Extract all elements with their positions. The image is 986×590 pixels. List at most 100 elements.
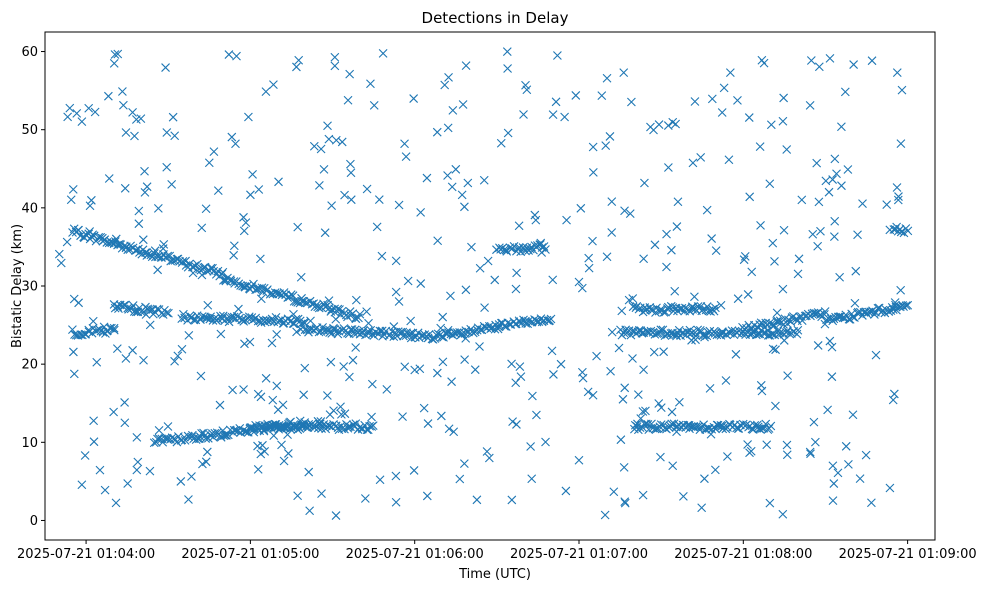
data-point xyxy=(95,465,105,475)
data-point xyxy=(607,228,617,237)
data-point xyxy=(232,51,241,61)
data-point xyxy=(409,94,419,103)
data-point xyxy=(779,225,789,235)
data-point xyxy=(809,417,819,427)
data-point xyxy=(548,275,558,285)
data-point xyxy=(721,376,731,385)
data-point xyxy=(346,168,356,178)
data-point xyxy=(467,242,476,252)
data-point xyxy=(330,61,340,71)
data-point xyxy=(574,277,584,287)
data-point xyxy=(699,420,709,430)
data-point xyxy=(793,269,803,279)
data-point xyxy=(170,356,179,366)
data-point xyxy=(662,262,671,272)
x-axis-ticks: 2025-07-21 01:04:00 2025-07-21 01:05:00 20… xyxy=(17,540,977,562)
data-point xyxy=(121,354,131,363)
data-point xyxy=(892,183,902,192)
data-point xyxy=(659,347,669,357)
data-point xyxy=(507,495,517,505)
data-point xyxy=(134,219,144,229)
data-point xyxy=(609,487,619,497)
data-point xyxy=(532,410,541,420)
data-point xyxy=(461,61,471,71)
data-point xyxy=(360,494,370,503)
data-point xyxy=(483,256,493,266)
data-point xyxy=(509,241,519,251)
data-point xyxy=(231,139,240,149)
data-point xyxy=(458,100,468,109)
data-point xyxy=(771,401,780,411)
data-point xyxy=(849,60,859,69)
data-point xyxy=(841,441,851,451)
data-point xyxy=(650,240,660,250)
data-point xyxy=(632,422,642,431)
data-point xyxy=(668,117,678,127)
data-point xyxy=(104,174,114,183)
data-point xyxy=(829,232,839,241)
data-point xyxy=(309,141,319,151)
data-point xyxy=(154,251,163,261)
data-point xyxy=(460,202,469,212)
data-point xyxy=(160,433,170,443)
data-point xyxy=(268,395,278,405)
data-point xyxy=(667,245,676,255)
data-point xyxy=(762,440,772,450)
data-point xyxy=(109,407,119,417)
data-point xyxy=(173,351,183,361)
data-point xyxy=(690,292,699,302)
data-point xyxy=(633,390,643,399)
x-axis-label: Time (UTC) xyxy=(458,567,531,582)
data-point xyxy=(406,333,416,343)
data-point xyxy=(690,97,700,106)
data-point xyxy=(805,447,815,457)
data-point xyxy=(124,304,133,314)
data-point xyxy=(747,267,757,277)
data-point xyxy=(196,315,205,325)
data-point xyxy=(109,58,119,68)
data-point xyxy=(806,449,815,459)
data-point xyxy=(264,422,274,432)
data-point xyxy=(238,315,248,324)
data-point xyxy=(77,480,87,490)
data-point xyxy=(391,256,401,266)
data-point xyxy=(641,406,650,416)
data-point xyxy=(249,279,258,289)
data-point xyxy=(351,343,361,352)
data-point xyxy=(177,344,187,354)
data-point xyxy=(805,101,815,110)
data-point xyxy=(176,477,186,486)
data-point xyxy=(306,316,315,326)
data-point xyxy=(366,79,375,89)
data-point xyxy=(89,416,99,426)
data-point xyxy=(112,344,122,353)
data-point xyxy=(227,132,237,142)
data-point xyxy=(515,362,525,371)
data-point xyxy=(378,49,388,58)
data-point xyxy=(246,190,255,200)
data-point xyxy=(894,192,903,201)
data-point xyxy=(461,334,471,343)
data-point xyxy=(365,421,375,431)
data-point xyxy=(717,108,727,117)
data-point xyxy=(269,80,278,89)
data-point xyxy=(451,164,461,174)
data-point xyxy=(700,474,709,484)
data-point xyxy=(184,330,194,340)
data-point xyxy=(331,511,341,520)
data-point xyxy=(261,87,271,97)
data-point xyxy=(85,201,95,211)
data-point xyxy=(696,152,706,162)
data-point xyxy=(261,373,271,383)
data-point xyxy=(815,310,825,319)
data-point xyxy=(574,455,584,465)
data-point xyxy=(299,390,309,400)
data-point xyxy=(536,238,546,248)
data-point xyxy=(118,100,128,110)
data-point xyxy=(457,190,467,200)
data-point xyxy=(592,351,601,361)
data-point xyxy=(56,258,66,268)
data-point xyxy=(333,304,343,314)
data-point xyxy=(330,52,340,62)
